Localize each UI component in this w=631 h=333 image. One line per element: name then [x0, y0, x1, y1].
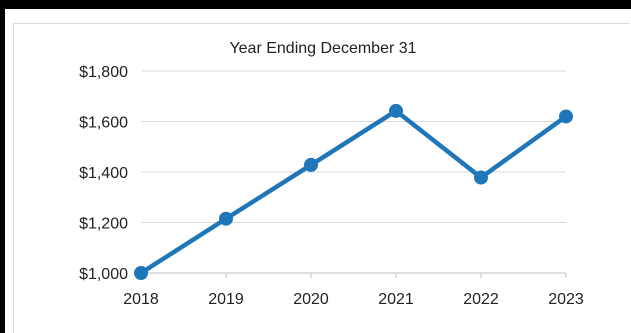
data-point-2019 [219, 211, 233, 226]
data-point-2018 [134, 266, 148, 280]
axes [140, 272, 567, 278]
x-tick-label-2018: 2018 [123, 291, 159, 308]
x-tick-label-2022: 2022 [463, 291, 499, 308]
tick-labels: $1,000 $1,200 $1,400 $1,600 $1,800 2018 2019 20… [79, 64, 584, 308]
data-point-2022 [474, 170, 488, 185]
chart-panel [5, 9, 631, 333]
y-tick-label-1400: $1,400 [79, 165, 128, 182]
x-tick-label-2023: 2023 [548, 291, 584, 308]
x-tick-label-2021: 2021 [378, 291, 414, 308]
x-tick-label-2020: 2020 [293, 291, 329, 308]
chart-title: Year Ending December 31 [229, 40, 416, 57]
gridlines [141, 70, 566, 223]
data-point-2023 [559, 109, 573, 124]
chart-area-border [13, 23, 629, 333]
x-tick-label-2019: 2019 [208, 291, 244, 308]
data-point-2021 [389, 103, 403, 118]
y-tick-label-1000: $1,000 [79, 266, 128, 283]
series-line-0 [138, 108, 569, 276]
y-tick-label-1200: $1,200 [79, 216, 128, 233]
y-tick-label-1800: $1,800 [79, 64, 128, 81]
data-point-2020 [304, 157, 318, 172]
y-tick-label-1600: $1,600 [79, 115, 128, 132]
series-layer [134, 103, 573, 280]
